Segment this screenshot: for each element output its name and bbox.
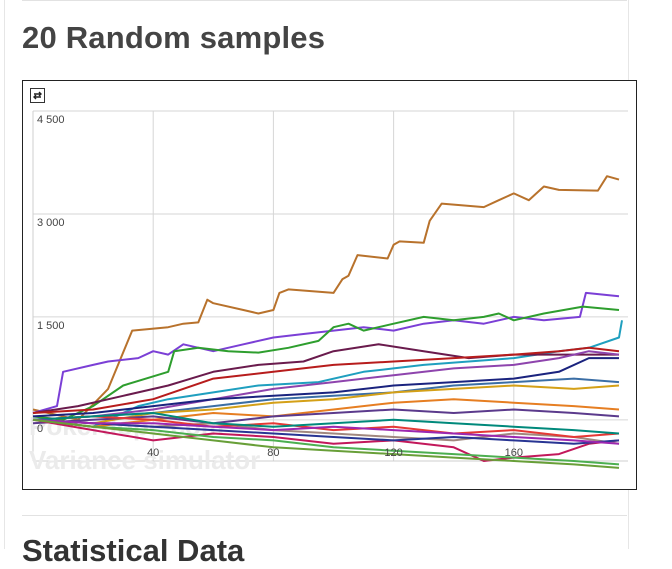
y-tick-label: 1 500 (37, 320, 65, 332)
section-heading-statistical-data: Statistical Data (22, 533, 245, 568)
chart-frame (22, 80, 637, 490)
series-line-14 (32, 418, 620, 466)
series-line-3 (32, 305, 620, 421)
series-line-10 (32, 384, 620, 425)
series-line-2 (32, 291, 620, 414)
y-tick-label: 4 500 (37, 114, 65, 126)
series-line-1 (32, 175, 620, 421)
top-divider (22, 0, 627, 1)
series-line-17 (32, 418, 620, 445)
y-tick-label: 0 (37, 423, 43, 435)
x-tick-label: 80 (267, 447, 279, 459)
series-line-5 (32, 343, 619, 414)
series-line-7 (32, 350, 620, 421)
series-line-18 (32, 412, 620, 435)
y-tick-label: 3 000 (37, 217, 65, 229)
series-line-20 (32, 418, 620, 469)
series-line-11 (32, 398, 620, 428)
page-title: 20 Random samples (22, 20, 326, 55)
series-line-8 (32, 357, 619, 418)
x-tick-label: 40 (147, 447, 159, 459)
swap-arrows-icon (33, 91, 42, 100)
section-divider (22, 515, 627, 516)
series-line-12 (32, 408, 620, 425)
watermark-line-2: Variance simulator (29, 445, 260, 475)
series-line-16 (32, 415, 620, 438)
x-tick-label: 160 (505, 447, 523, 459)
content-left-border (4, 0, 5, 549)
variance-chart: Pokerdope.com Variance simulator 4 5003 … (29, 110, 628, 475)
series-line-19 (32, 418, 620, 445)
chart-toggle-button[interactable] (30, 88, 45, 103)
x-tick-label: 120 (384, 447, 402, 459)
series-line-6 (32, 346, 620, 414)
